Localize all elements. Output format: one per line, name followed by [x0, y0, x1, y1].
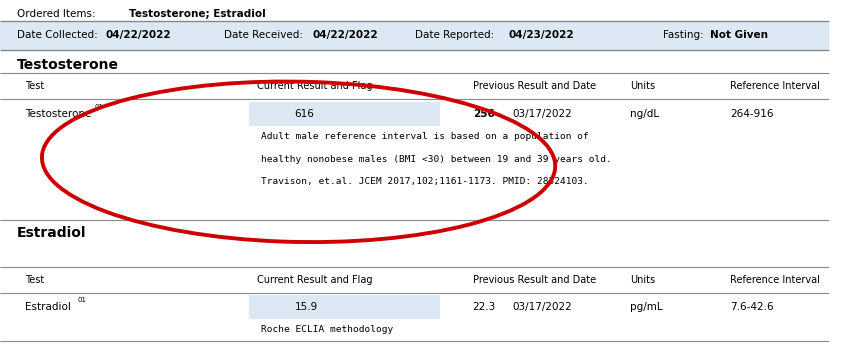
Text: Fasting:: Fasting: [664, 30, 707, 40]
Text: pg/mL: pg/mL [630, 302, 663, 312]
Text: Reference Interval: Reference Interval [730, 81, 820, 91]
Text: Ordered Items:: Ordered Items: [17, 9, 98, 19]
Text: Testosterone; Estradiol: Testosterone; Estradiol [129, 9, 265, 19]
Text: 256: 256 [473, 109, 495, 119]
Text: 7.6-42.6: 7.6-42.6 [730, 302, 774, 312]
Text: Date Reported:: Date Reported: [415, 30, 497, 40]
Text: Travison, et.al. JCEM 2017,102;1161-1173. PMID: 28324103.: Travison, et.al. JCEM 2017,102;1161-1173… [262, 177, 589, 187]
Text: 03/17/2022: 03/17/2022 [512, 302, 572, 312]
Text: 22.3: 22.3 [473, 302, 496, 312]
Text: 04/22/2022: 04/22/2022 [105, 30, 171, 40]
Text: Testosterone: Testosterone [17, 58, 119, 72]
Text: Previous Result and Date: Previous Result and Date [473, 275, 595, 285]
Text: 03/17/2022: 03/17/2022 [512, 109, 572, 119]
Text: 616: 616 [294, 109, 315, 119]
Text: Test: Test [25, 275, 44, 285]
FancyBboxPatch shape [249, 295, 440, 319]
Text: Adult male reference interval is based on a population of: Adult male reference interval is based o… [262, 132, 589, 141]
Text: 04/22/2022: 04/22/2022 [313, 30, 378, 40]
Text: Roche ECLIA methodology: Roche ECLIA methodology [262, 325, 394, 334]
Text: Testosterone: Testosterone [25, 109, 92, 119]
Text: Units: Units [630, 275, 655, 285]
Text: Date Collected:: Date Collected: [17, 30, 101, 40]
Text: 264-916: 264-916 [730, 109, 774, 119]
Text: healthy nonobese males (BMI <30) between 19 and 39 years old.: healthy nonobese males (BMI <30) between… [262, 155, 612, 164]
Text: Units: Units [630, 81, 655, 91]
Text: Test: Test [25, 81, 44, 91]
Text: Date Received:: Date Received: [224, 30, 306, 40]
Text: Not Given: Not Given [710, 30, 768, 40]
Text: Current Result and Flag: Current Result and Flag [257, 275, 373, 285]
Text: Estradiol: Estradiol [25, 302, 71, 312]
Text: Previous Result and Date: Previous Result and Date [473, 81, 595, 91]
Text: 01: 01 [78, 297, 87, 303]
Text: ng/dL: ng/dL [630, 109, 659, 119]
Text: Current Result and Flag: Current Result and Flag [257, 81, 373, 91]
FancyBboxPatch shape [249, 102, 440, 126]
Text: Reference Interval: Reference Interval [730, 275, 820, 285]
FancyBboxPatch shape [0, 21, 829, 50]
Text: 04/23/2022: 04/23/2022 [508, 30, 574, 40]
Text: 15.9: 15.9 [294, 302, 318, 312]
Text: 01: 01 [94, 104, 103, 110]
Text: Estradiol: Estradiol [17, 226, 86, 240]
